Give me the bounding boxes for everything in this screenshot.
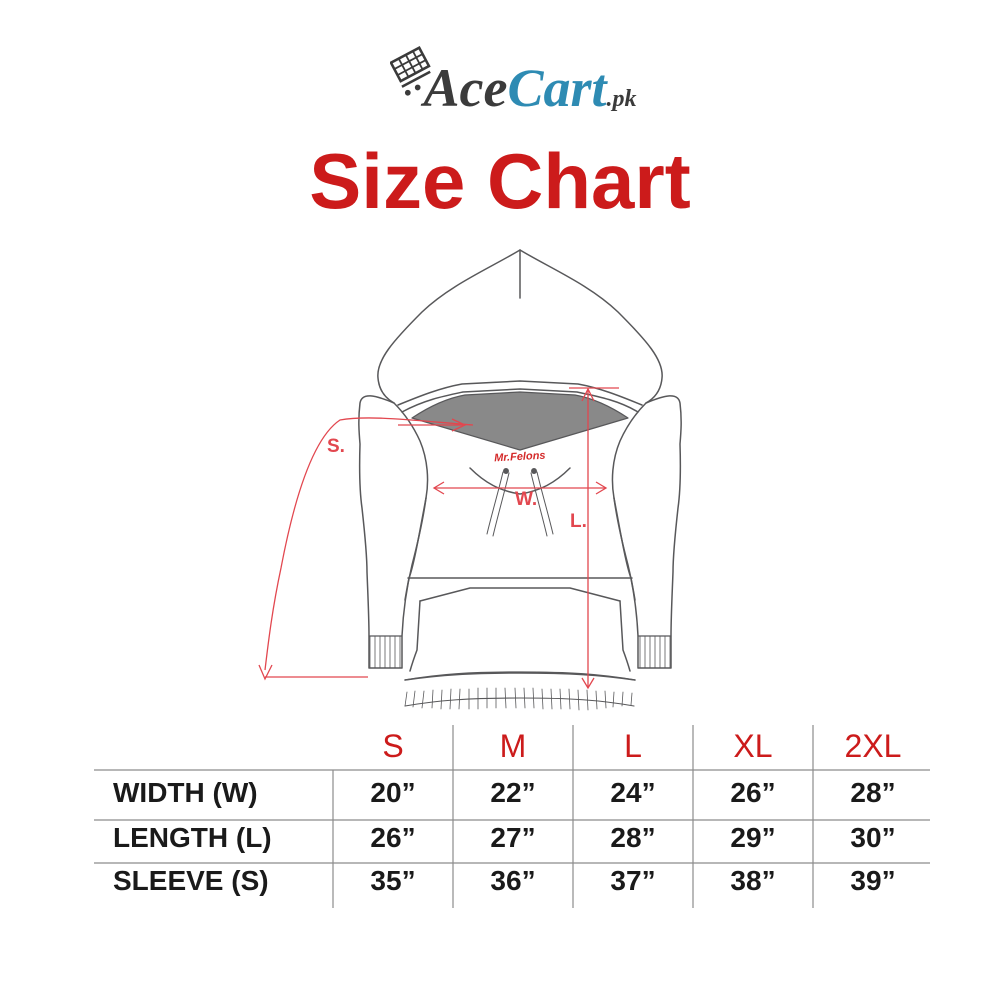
svg-text:W.: W. xyxy=(515,489,537,510)
svg-text:Mr.Felons: Mr.Felons xyxy=(494,450,546,465)
svg-text:L.: L. xyxy=(570,511,587,532)
svg-text:S.: S. xyxy=(327,436,345,457)
